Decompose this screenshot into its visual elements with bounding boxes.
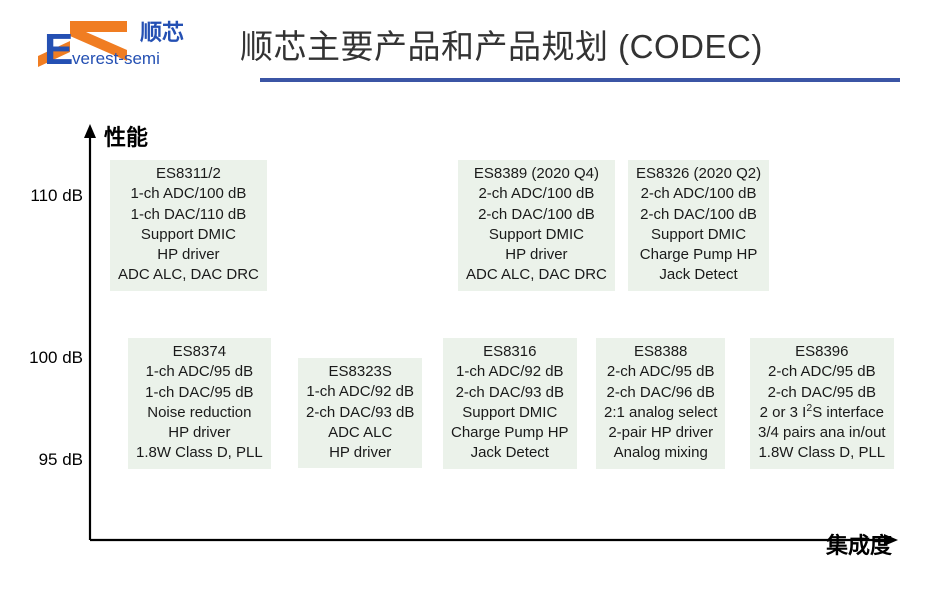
product-spec-line: Support DMIC xyxy=(466,225,607,245)
product-name: ES8396 xyxy=(758,342,886,362)
product-box: ES83962-ch ADC/95 dB2-ch DAC/95 dB2 or 3… xyxy=(750,338,894,469)
product-spec-line: 2-ch ADC/95 dB xyxy=(604,362,717,382)
product-spec-line: ADC ALC, DAC DRC xyxy=(466,265,607,285)
title-underline xyxy=(260,78,900,82)
logo-letter-e: E xyxy=(44,25,73,74)
product-box: ES83161-ch ADC/92 dB2-ch DAC/93 dBSuppor… xyxy=(443,338,577,469)
product-spec-line: 1.8W Class D, PLL xyxy=(758,443,886,463)
product-name: ES8323S xyxy=(306,362,414,382)
product-spec-line: 2-ch DAC/100 dB xyxy=(636,205,761,225)
slide: E 顺芯 verest-semi 顺芯主要产品和产品规划 (CODEC) 性能 … xyxy=(0,0,930,610)
product-spec-line: HP driver xyxy=(136,423,263,443)
product-spec-line: 2-ch ADC/95 dB xyxy=(758,362,886,382)
logo-en-text: verest-semi xyxy=(72,49,160,68)
y-tick-label: 100 dB xyxy=(28,348,83,368)
product-spec-line: 1-ch DAC/110 dB xyxy=(118,205,259,225)
product-spec-line: 1.8W Class D, PLL xyxy=(136,443,263,463)
logo: E 顺芯 verest-semi xyxy=(30,18,220,78)
product-spec-line: Noise reduction xyxy=(136,403,263,423)
product-spec-line: 2-ch DAC/100 dB xyxy=(466,205,607,225)
product-spec-line: Jack Detect xyxy=(451,443,569,463)
page-title: 顺芯主要产品和产品规划 (CODEC) xyxy=(240,20,763,68)
product-name: ES8388 xyxy=(604,342,717,362)
product-spec-line: HP driver xyxy=(306,443,414,463)
product-box: ES8389 (2020 Q4)2-ch ADC/100 dB2-ch DAC/… xyxy=(458,160,615,291)
product-box: ES8326 (2020 Q2)2-ch ADC/100 dB2-ch DAC/… xyxy=(628,160,769,291)
product-spec-line: HP driver xyxy=(118,245,259,265)
product-spec-line: 2-pair HP driver xyxy=(604,423,717,443)
product-spec-line: Jack Detect xyxy=(636,265,761,285)
product-box: ES83741-ch ADC/95 dB1-ch DAC/95 dBNoise … xyxy=(128,338,271,469)
y-axis-arrow-icon xyxy=(84,124,96,138)
product-name: ES8389 (2020 Q4) xyxy=(466,164,607,184)
product-spec-line: 1-ch ADC/92 dB xyxy=(306,382,414,402)
product-spec-line: 1-ch DAC/95 dB xyxy=(136,383,263,403)
product-spec-line: 2 or 3 I2S interface xyxy=(758,403,886,423)
product-spec-line: ADC ALC xyxy=(306,423,414,443)
product-spec-line: 2-ch ADC/100 dB xyxy=(466,184,607,204)
product-spec-line: Support DMIC xyxy=(636,225,761,245)
product-box: ES8311/21-ch ADC/100 dB1-ch DAC/110 dBSu… xyxy=(110,160,267,291)
logo-cn-text: 顺芯 xyxy=(140,20,184,45)
y-tick-label: 110 dB xyxy=(28,186,83,206)
product-spec-line: 2-ch DAC/93 dB xyxy=(306,403,414,423)
product-spec-line: 1-ch ADC/95 dB xyxy=(136,362,263,382)
product-spec-line: 1-ch ADC/92 dB xyxy=(451,362,569,382)
product-spec-line: Charge Pump HP xyxy=(636,245,761,265)
product-spec-line: Charge Pump HP xyxy=(451,423,569,443)
product-name: ES8316 xyxy=(451,342,569,362)
product-spec-line: 2-ch DAC/95 dB xyxy=(758,383,886,403)
product-spec-line: ADC ALC, DAC DRC xyxy=(118,265,259,285)
product-name: ES8374 xyxy=(136,342,263,362)
product-spec-line: 1-ch ADC/100 dB xyxy=(118,184,259,204)
product-spec-line: 2-ch ADC/100 dB xyxy=(636,184,761,204)
product-spec-line: Support DMIC xyxy=(451,403,569,423)
product-spec-line: 2:1 analog select xyxy=(604,403,717,423)
product-spec-line: HP driver xyxy=(466,245,607,265)
product-spec-line: 3/4 pairs ana in/out xyxy=(758,423,886,443)
product-name: ES8311/2 xyxy=(118,164,259,184)
y-tick-label: 95 dB xyxy=(28,450,83,470)
product-spec-line: 2-ch DAC/93 dB xyxy=(451,383,569,403)
product-spec-line: 2-ch DAC/96 dB xyxy=(604,383,717,403)
product-spec-line: Analog mixing xyxy=(604,443,717,463)
product-spec-line: Support DMIC xyxy=(118,225,259,245)
product-box: ES83882-ch ADC/95 dB2-ch DAC/96 dB2:1 an… xyxy=(596,338,725,469)
product-box: ES8323S1-ch ADC/92 dB2-ch DAC/93 dBADC A… xyxy=(298,358,422,468)
product-name: ES8326 (2020 Q2) xyxy=(636,164,761,184)
product-boxes: ES8311/21-ch ADC/100 dB1-ch DAC/110 dBSu… xyxy=(98,148,898,548)
chart-area: 性能 集成度 110 dB100 dB95 dB ES8311/21-ch AD… xyxy=(30,120,910,590)
